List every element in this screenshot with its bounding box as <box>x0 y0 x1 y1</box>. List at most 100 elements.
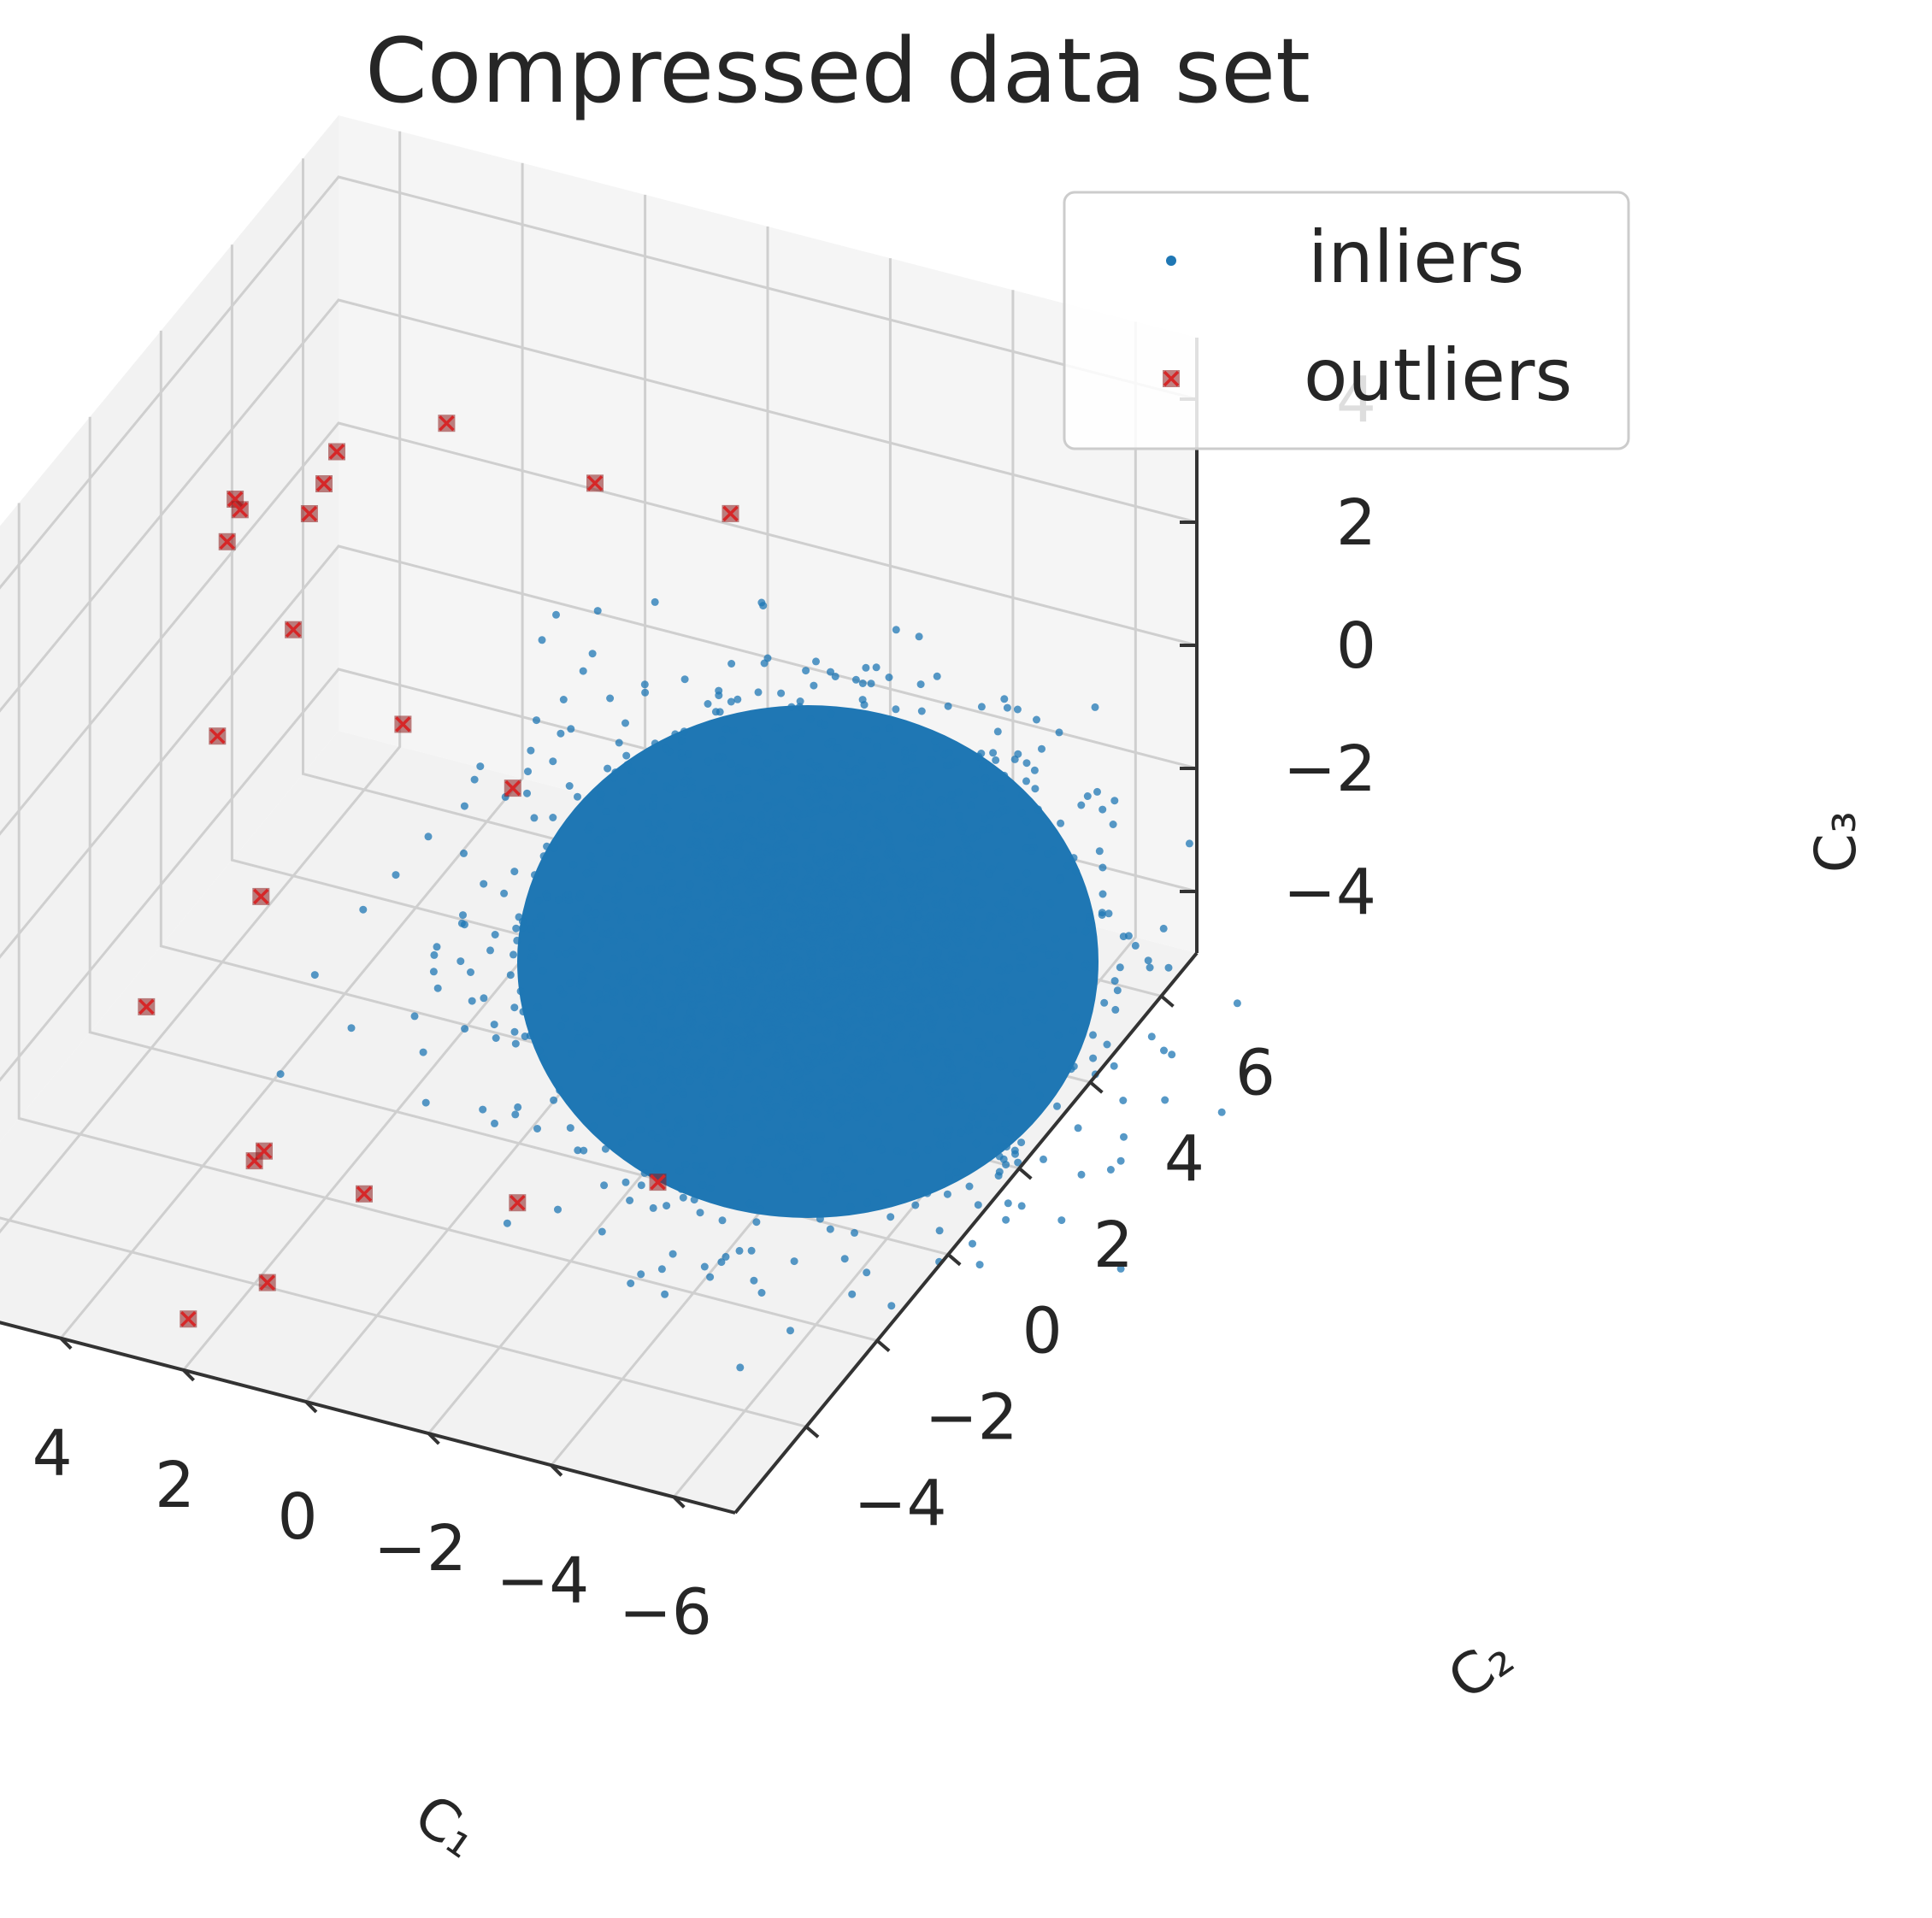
inlier-point <box>941 928 950 937</box>
inlier-point <box>886 990 895 998</box>
inlier-point <box>819 945 828 953</box>
inlier-point <box>648 1130 657 1138</box>
inlier-point <box>539 1055 548 1063</box>
inlier-point <box>519 1008 527 1016</box>
inlier-point <box>640 1025 649 1033</box>
inlier-point <box>682 853 691 862</box>
inlier-point <box>845 1042 852 1050</box>
inlier-point <box>1001 827 1010 835</box>
inlier-point <box>827 1045 835 1054</box>
inlier-point <box>680 675 689 684</box>
inlier-point <box>641 962 650 970</box>
inlier-point <box>779 1137 787 1145</box>
inlier-point <box>1040 1015 1048 1024</box>
inlier-point <box>718 869 727 877</box>
inlier-point <box>916 873 925 881</box>
inlier-point <box>957 1128 965 1137</box>
inlier-point <box>564 896 573 904</box>
inlier-point <box>970 791 979 799</box>
inlier-point <box>938 898 946 907</box>
inlier-point <box>928 756 936 763</box>
inlier-point <box>1077 801 1086 809</box>
inlier-point <box>1146 963 1154 972</box>
inlier-point <box>665 1029 674 1038</box>
inlier-point <box>1063 862 1072 870</box>
inlier-point <box>783 1121 792 1130</box>
inlier-point <box>693 899 701 908</box>
inlier-point <box>678 992 686 1001</box>
inlier-point <box>928 936 936 944</box>
inlier-point <box>833 950 842 958</box>
inlier-point <box>838 1079 846 1087</box>
inlier-point <box>757 1205 764 1214</box>
inlier-point <box>943 1141 951 1150</box>
inlier-point <box>687 784 696 792</box>
inlier-point <box>635 949 644 957</box>
inlier-point <box>807 1044 816 1052</box>
inlier-point <box>621 1058 630 1067</box>
inlier-point <box>957 1155 966 1163</box>
inlier-point <box>704 757 712 766</box>
inlier-point <box>667 1011 675 1020</box>
z-gridline <box>0 421 1198 836</box>
inlier-point <box>657 819 665 827</box>
inlier-point <box>537 912 545 921</box>
inlier-point <box>1099 890 1107 898</box>
inlier-point <box>826 1108 834 1116</box>
inlier-point <box>1004 1199 1012 1208</box>
inlier-point <box>728 1090 737 1098</box>
inlier-point <box>806 715 815 723</box>
inlier-point <box>410 1012 419 1021</box>
inlier-point <box>739 985 747 993</box>
inlier-point <box>843 1096 851 1104</box>
inlier-point <box>885 674 893 681</box>
inlier-point <box>1116 1264 1125 1273</box>
inlier-point <box>910 744 918 753</box>
inlier-point <box>930 1013 939 1021</box>
inlier-point <box>1067 1065 1075 1074</box>
x-tick-mark <box>672 1496 686 1509</box>
inlier-point <box>1110 797 1119 805</box>
inlier-point <box>769 817 777 826</box>
inlier-point <box>804 1056 812 1065</box>
inlier-point <box>610 987 619 996</box>
inlier-point <box>803 889 811 897</box>
inlier-point <box>719 946 727 954</box>
inlier-point <box>945 749 953 756</box>
inlier-point <box>962 840 970 849</box>
inlier-point <box>813 915 822 924</box>
inlier-point <box>1013 1097 1022 1106</box>
inlier-point <box>610 998 618 1007</box>
inlier-point <box>510 1027 519 1036</box>
inlier-point <box>951 955 960 963</box>
inlier-point <box>750 1095 758 1103</box>
inlier-point <box>845 851 852 860</box>
inlier-point <box>938 818 946 827</box>
inlier-point <box>657 1060 666 1068</box>
inlier-point <box>622 926 631 934</box>
inlier-point <box>510 868 519 876</box>
inlier-point <box>590 923 598 932</box>
inlier-point <box>860 776 869 785</box>
inlier-point <box>812 855 821 863</box>
inlier-point <box>866 1027 875 1036</box>
inlier-point <box>828 927 837 934</box>
inlier-point <box>613 1109 621 1117</box>
inlier-point <box>800 1001 809 1009</box>
inlier-point <box>876 1052 885 1060</box>
inlier-point <box>491 931 499 938</box>
inlier-point <box>791 862 799 871</box>
inlier-point <box>864 887 873 896</box>
inlier-point <box>885 928 893 937</box>
inlier-point <box>775 1000 783 1009</box>
inlier-point <box>916 835 925 844</box>
inlier-point <box>885 1123 893 1132</box>
inlier-point <box>728 1156 737 1165</box>
inlier-point <box>757 1289 766 1297</box>
inlier-point <box>917 707 926 715</box>
inlier-point <box>657 1265 666 1274</box>
inlier-point <box>644 845 651 854</box>
inlier-point <box>1029 960 1038 968</box>
inlier-point <box>649 1019 657 1027</box>
